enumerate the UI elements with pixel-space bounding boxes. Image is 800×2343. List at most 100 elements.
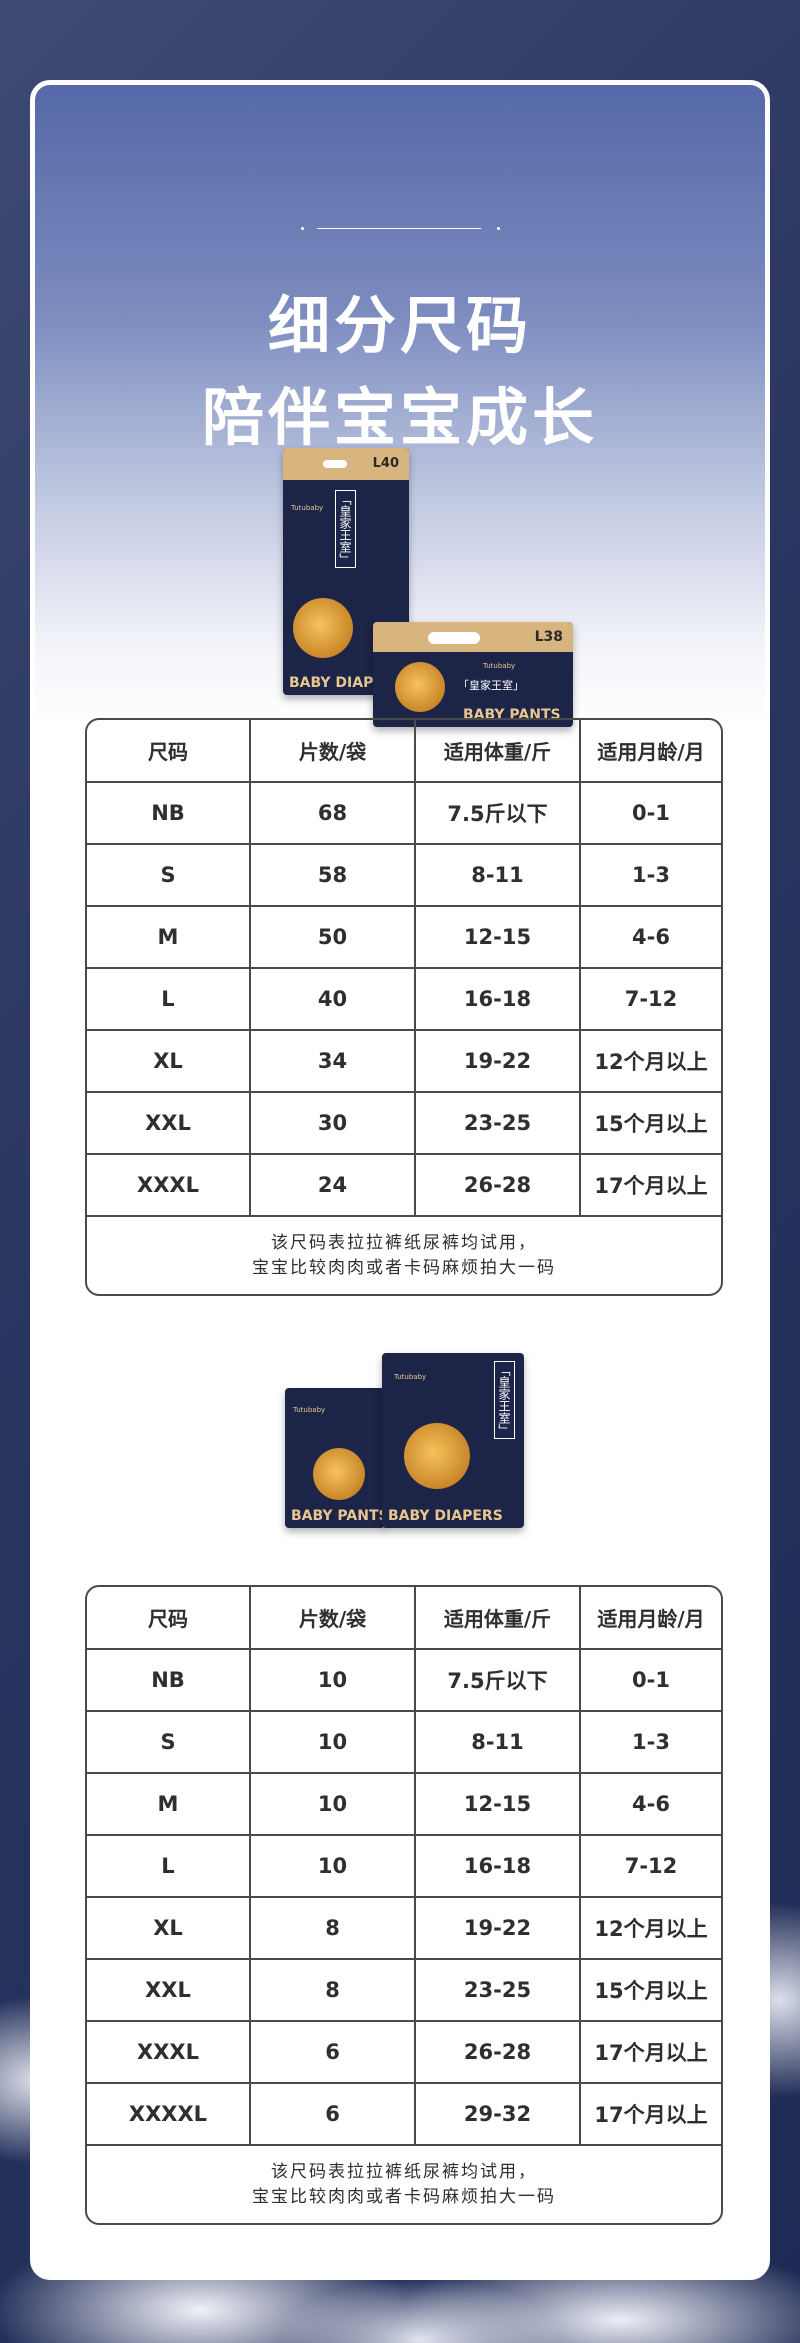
note-line-2: 宝宝比较肉肉或者卡码麻烦拍大一码 [252,2186,556,2207]
weight-cell: 12-15 [416,1774,581,1836]
size-cell: NB [87,783,251,845]
count-cell: 24 [251,1155,416,1217]
table-row: L 40 16-18 7-12 [87,969,721,1031]
pack-size-label: L40 [283,448,409,480]
age-cell: 0-1 [581,1650,721,1712]
age-cell: 0-1 [581,783,721,845]
age-cell: 17个月以上 [581,2084,721,2146]
header-count: 片数/袋 [251,720,416,783]
weight-cell: 29-32 [416,2084,581,2146]
size-cell: XXXL [87,1155,251,1217]
header-size: 尺码 [87,720,251,783]
count-cell: 8 [251,1898,416,1960]
count-cell: 10 [251,1774,416,1836]
table-row: NB 10 7.5斤以下 0-1 [87,1650,721,1712]
count-cell: 68 [251,783,416,845]
weight-cell: 19-22 [416,1898,581,1960]
table-row: S 10 8-11 1-3 [87,1712,721,1774]
header-age: 适用月龄/月 [581,1587,721,1650]
size-chart-card: 细分尺码 陪伴宝宝成长 L40 Tutubaby 「皇家王室」 BABY DIA… [30,80,770,2280]
size-cell: XXL [87,1093,251,1155]
table-row: XXXL 24 26-28 17个月以上 [87,1155,721,1217]
table-row: XXXL 6 26-28 17个月以上 [87,2022,721,2084]
table-row: M 50 12-15 4-6 [87,907,721,969]
count-cell: 10 [251,1836,416,1898]
note-line-2: 宝宝比较肉肉或者卡码麻烦拍大一码 [252,1257,556,1278]
brand-logo: Tutubaby [291,504,324,512]
weight-cell: 16-18 [416,1836,581,1898]
age-cell: 17个月以上 [581,2022,721,2084]
size-cell: M [87,907,251,969]
diaper-pack-large: L40 Tutubaby 「皇家王室」 BABY DIAPERS [283,448,409,695]
size-cell: S [87,1712,251,1774]
size-table-1: 尺码 片数/袋 适用体重/斤 适用月龄/月 NB 68 7.5斤以下 0-1 S 58 8-… [85,718,723,1296]
count-cell: 40 [251,969,416,1031]
age-cell: 15个月以上 [581,1960,721,2022]
size-cell: XXXL [87,2022,251,2084]
brand-logo: Tutubaby [394,1373,427,1381]
size-cell: NB [87,1650,251,1712]
lion-illustration [395,662,445,712]
hero-title-line2: 陪伴宝宝成长 [201,381,598,454]
table-note: 该尺码表拉拉裤纸尿裤均试用， 宝宝比较肉肉或者卡码麻烦拍大一码 [87,2146,721,2223]
count-cell: 34 [251,1031,416,1093]
diaper-pack-back: Tutubaby BABY PANTS [285,1388,385,1528]
header-size: 尺码 [87,1587,251,1650]
pack-footer-text: BABY DIAPERS [388,1508,503,1524]
size-table-2: 尺码 片数/袋 适用体重/斤 适用月龄/月 NB 10 7.5斤以下 0-1 S 10 8-… [85,1585,723,2225]
header-weight: 适用体重/斤 [416,720,581,783]
count-cell: 58 [251,845,416,907]
age-cell: 1-3 [581,1712,721,1774]
weight-cell: 19-22 [416,1031,581,1093]
size-cell: XL [87,1031,251,1093]
weight-cell: 8-11 [416,1712,581,1774]
table-row: NB 68 7.5斤以下 0-1 [87,783,721,845]
size-cell: M [87,1774,251,1836]
age-cell: 1-3 [581,845,721,907]
product-name: 「皇家王室」 [335,490,356,568]
note-line-1: 该尺码表拉拉裤纸尿裤均试用， [271,2161,537,2182]
age-cell: 15个月以上 [581,1093,721,1155]
count-cell: 10 [251,1712,416,1774]
decorative-divider [301,227,509,230]
diaper-pack-small: L38 Tutubaby 「皇家王室」 BABY PANTS [373,622,573,727]
pack-footer-text: BABY PANTS [291,1508,385,1524]
brand-logo: Tutubaby [483,662,516,670]
diaper-pack-front: Tutubaby 「皇家王室」 BABY DIAPERS [382,1353,524,1528]
note-line-1: 该尺码表拉拉裤纸尿裤均试用， [271,1232,537,1253]
age-cell: 7-12 [581,969,721,1031]
weight-cell: 8-11 [416,845,581,907]
age-cell: 17个月以上 [581,1155,721,1217]
table-row: XL 34 19-22 12个月以上 [87,1031,721,1093]
table-row: XXL 30 23-25 15个月以上 [87,1093,721,1155]
count-cell: 6 [251,2084,416,2146]
lion-illustration [404,1423,470,1489]
weight-cell: 7.5斤以下 [416,783,581,845]
product-name: 「皇家王室」 [494,1361,515,1439]
header-count: 片数/袋 [251,1587,416,1650]
size-cell: XXL [87,1960,251,2022]
weight-cell: 12-15 [416,907,581,969]
age-cell: 12个月以上 [581,1898,721,1960]
age-cell: 4-6 [581,907,721,969]
count-cell: 8 [251,1960,416,2022]
size-cell: XXXXL [87,2084,251,2146]
table-row: XXL 8 23-25 15个月以上 [87,1960,721,2022]
table-note: 该尺码表拉拉裤纸尿裤均试用， 宝宝比较肉肉或者卡码麻烦拍大一码 [87,1217,721,1294]
brand-logo: Tutubaby [293,1406,326,1414]
count-cell: 10 [251,1650,416,1712]
age-cell: 7-12 [581,1836,721,1898]
weight-cell: 23-25 [416,1093,581,1155]
product-name: 「皇家王室」 [458,679,524,692]
lion-illustration [293,598,353,658]
table-row: S 58 8-11 1-3 [87,845,721,907]
size-cell: S [87,845,251,907]
table-row: XL 8 19-22 12个月以上 [87,1898,721,1960]
weight-cell: 16-18 [416,969,581,1031]
count-cell: 30 [251,1093,416,1155]
weight-cell: 7.5斤以下 [416,1650,581,1712]
lion-illustration [313,1448,365,1500]
count-cell: 6 [251,2022,416,2084]
size-cell: L [87,969,251,1031]
table-row: L 10 16-18 7-12 [87,1836,721,1898]
